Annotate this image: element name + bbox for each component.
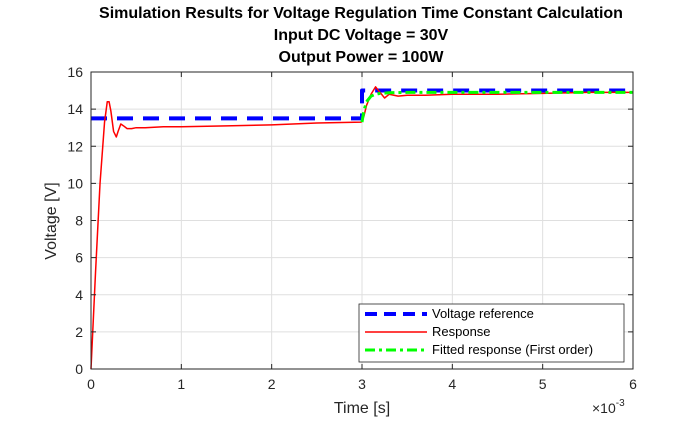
x-exponent-label: ×10-3 xyxy=(592,398,625,416)
y-tick-label: 16 xyxy=(67,64,83,80)
x-exponent-base: ×10 xyxy=(592,400,616,416)
x-tick-label: 5 xyxy=(539,376,547,392)
legend-label-voltage-reference: Voltage reference xyxy=(432,306,534,321)
y-axis-label: Voltage [V] xyxy=(43,182,60,259)
x-tick-label: 1 xyxy=(177,376,185,392)
x-tick-label: 3 xyxy=(358,376,366,392)
x-axis-label: Time [s] xyxy=(334,400,390,417)
x-tick-label: 0 xyxy=(87,376,95,392)
legend: Voltage reference Response Fitted respon… xyxy=(358,303,625,363)
y-tick-label: 0 xyxy=(75,361,83,377)
series-group xyxy=(90,86,633,370)
y-tick-label: 4 xyxy=(75,287,83,303)
y-tick-label: 6 xyxy=(75,250,83,266)
x-tick-label: 6 xyxy=(629,376,637,392)
y-tick-label: 10 xyxy=(67,175,83,191)
y-tick-label: 8 xyxy=(75,213,83,229)
legend-label-response: Response xyxy=(432,324,491,339)
y-tick-label: 12 xyxy=(67,138,83,154)
series-line-voltage-reference xyxy=(91,88,633,121)
series-line-fitted-response-first-order xyxy=(360,90,633,123)
x-tick-label: 4 xyxy=(448,376,456,392)
y-tick-label: 2 xyxy=(75,324,83,340)
series-line-response xyxy=(90,86,633,370)
x-exponent-power: -3 xyxy=(616,398,625,409)
chart-title-line-2: Input DC Voltage = 30V xyxy=(274,27,449,44)
y-tick-label: 14 xyxy=(67,101,83,117)
legend-label-fitted-response: Fitted response (First order) xyxy=(432,342,593,357)
chart-title-line-1: Simulation Results for Voltage Regulatio… xyxy=(99,5,623,22)
x-tick-label: 2 xyxy=(268,376,276,392)
chart-title-line-3: Output Power = 100W xyxy=(279,49,445,66)
